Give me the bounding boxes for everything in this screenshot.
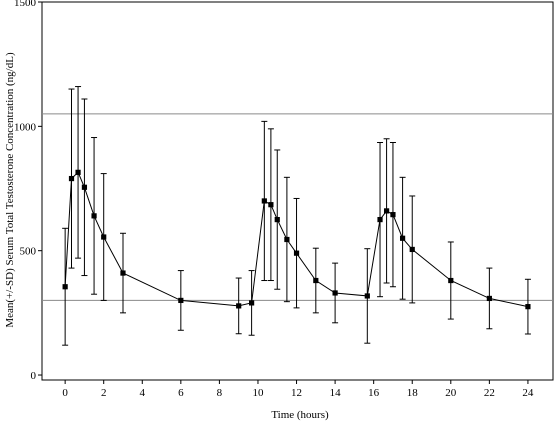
data-point-2 <box>75 169 81 175</box>
data-point-14 <box>293 250 300 256</box>
data-point-8 <box>236 303 242 309</box>
data-point-15 <box>313 277 319 284</box>
plot-frame <box>41 1 554 381</box>
data-point-20 <box>390 212 396 218</box>
y-axis-label: Mean(+/-SD) Serum Total Testosterone Con… <box>4 52 16 328</box>
x-axis: 0 2 4 6 8 10 12 14 16 18 20 22 24 <box>62 380 534 399</box>
x-tick-label-1: 2 <box>101 387 107 399</box>
data-point-9 <box>249 300 255 306</box>
x-tick-label-10: 20 <box>445 387 457 399</box>
reference-lines <box>42 113 553 301</box>
y-tick-label-1: 500 <box>20 246 37 258</box>
data-point-4 <box>91 213 97 219</box>
data-points <box>62 169 531 310</box>
x-tick-label-4: 8 <box>217 387 223 399</box>
data-point-21 <box>399 235 406 241</box>
data-point-11 <box>268 202 274 208</box>
x-tick-label-8: 16 <box>368 387 380 399</box>
x-tick-label-5: 10 <box>252 387 264 399</box>
data-point-10 <box>261 198 267 204</box>
x-tick-label-12: 24 <box>522 387 534 399</box>
x-tick-label-3: 6 <box>178 387 184 399</box>
y-tick-label-3: 1500 <box>14 0 37 9</box>
data-point-1 <box>68 175 75 182</box>
y-tick-label-0: 0 <box>31 370 37 382</box>
y-tick-label-2: 1000 <box>14 121 37 133</box>
data-point-24 <box>486 295 492 302</box>
data-point-17 <box>364 293 370 299</box>
series-polyline <box>64 171 529 308</box>
data-point-22 <box>409 246 415 253</box>
series-line <box>64 171 529 308</box>
x-tick-label-0: 0 <box>62 387 68 399</box>
x-tick-label-7: 14 <box>330 387 342 399</box>
data-point-3 <box>81 184 88 190</box>
data-point-16 <box>332 290 338 296</box>
x-tick-label-6: 12 <box>291 387 302 399</box>
data-point-18 <box>377 216 383 223</box>
data-point-23 <box>448 277 454 284</box>
data-point-7 <box>178 297 184 304</box>
data-point-12 <box>274 216 280 223</box>
x-tick-label-9: 18 <box>407 387 419 399</box>
x-tick-label-2: 4 <box>140 387 146 399</box>
x-tick-label-11: 22 <box>484 387 495 399</box>
data-point-19 <box>383 208 390 214</box>
data-point-25 <box>525 304 531 310</box>
error-bars <box>62 86 531 346</box>
data-point-6 <box>120 270 126 276</box>
data-point-5 <box>101 234 107 240</box>
data-point-13 <box>284 236 290 243</box>
x-axis-label: Time (hours) <box>271 409 329 421</box>
y-axis: 0 500 1000 1500 <box>14 0 42 382</box>
data-point-0 <box>62 284 68 290</box>
